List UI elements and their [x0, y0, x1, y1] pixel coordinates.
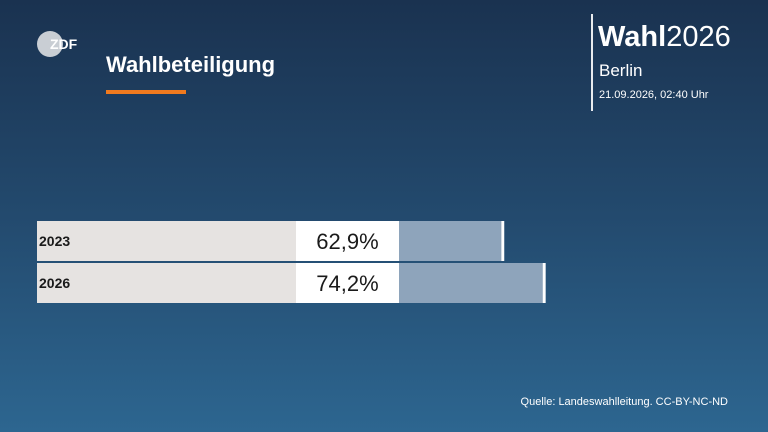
source-note: Quelle: Landeswahlleitung. CC-BY-NC-ND	[520, 396, 728, 408]
bar	[399, 263, 543, 303]
zdf-logo-text: ZDF	[50, 36, 78, 52]
zdf-logo: ZDF	[37, 31, 78, 57]
value-box	[296, 221, 399, 261]
brand-wahl: Wahl	[598, 21, 667, 53]
brand-year: 2026	[666, 21, 731, 53]
brand-title: Wahl2026	[598, 20, 731, 54]
category-label-bg	[37, 221, 296, 261]
header-divider	[591, 14, 593, 111]
region-label: Berlin	[599, 61, 643, 80]
title-underline	[106, 90, 186, 94]
page-title: Wahlbeteiligung	[106, 52, 276, 77]
category-label: 2023	[39, 233, 70, 249]
value-label: 74,2%	[316, 271, 378, 296]
bar-row-2023: 2023 62,9%	[37, 221, 505, 261]
bar-end-marker	[542, 263, 546, 303]
value-label: 62,9%	[316, 229, 378, 254]
category-label: 2026	[39, 275, 70, 291]
timestamp: 21.09.2026, 02:40 Uhr	[599, 89, 709, 101]
category-label-bg	[37, 263, 296, 303]
bar	[399, 221, 502, 261]
bar-row-2026: 2026 74,2%	[37, 263, 546, 303]
bar-end-marker	[501, 221, 505, 261]
value-box	[296, 263, 399, 303]
